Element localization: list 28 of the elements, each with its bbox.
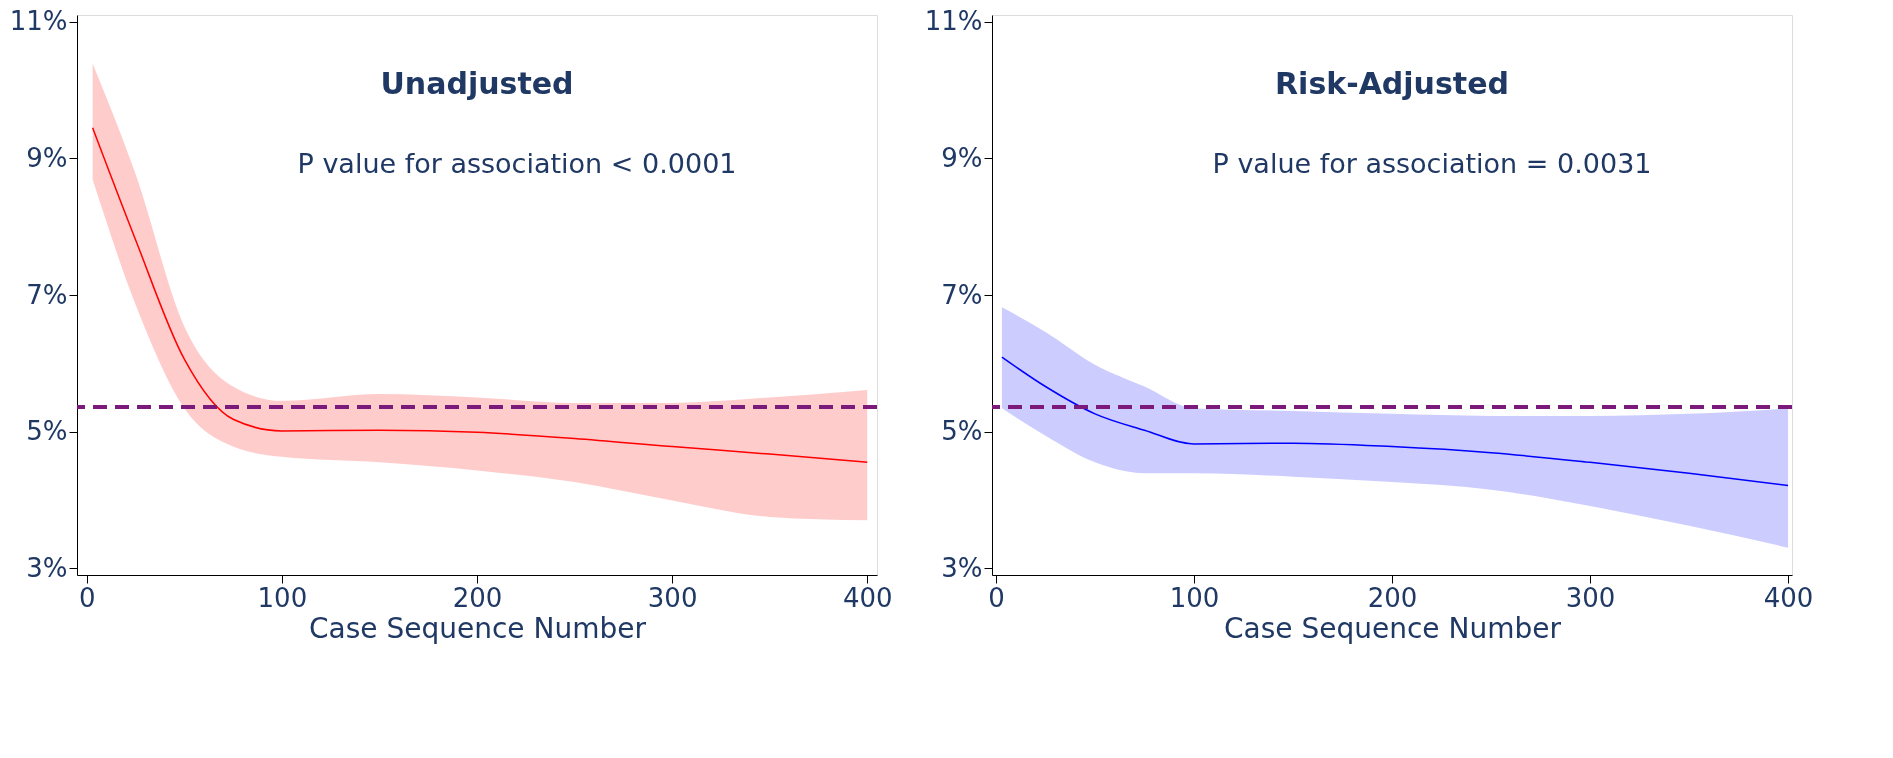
text: Unadjusted bbox=[380, 66, 574, 101]
line-series bbox=[91, 126, 868, 464]
x-tick-label: 100 bbox=[1169, 582, 1220, 613]
y-tick-label: 9% bbox=[26, 142, 68, 173]
x-tick-label: 400 bbox=[842, 582, 893, 613]
x-tick-label: 0 bbox=[78, 582, 96, 613]
x-axis-title: Case Sequence Number bbox=[309, 611, 647, 645]
y-tick-label: 3% bbox=[26, 552, 68, 583]
x-axis-title: Case Sequence Number bbox=[1224, 611, 1562, 645]
annotation: P value for association = 0.0031 bbox=[1212, 148, 1652, 179]
x-tick-label: 200 bbox=[1367, 582, 1418, 613]
x-tick-label: 300 bbox=[1565, 582, 1616, 613]
text: Risk-Adjusted bbox=[1275, 66, 1509, 101]
x-tick-label: 400 bbox=[1763, 582, 1814, 613]
annotation: P value for association < 0.0001 bbox=[297, 148, 737, 179]
x-tick-label: 200 bbox=[452, 582, 503, 613]
y-tick-label: 11% bbox=[9, 6, 68, 37]
x-tick-label: 300 bbox=[647, 582, 698, 613]
x-tick-label: 0 bbox=[988, 582, 1005, 613]
line-series bbox=[1001, 356, 1789, 487]
y-tick-label: 7% bbox=[941, 279, 983, 310]
y-tick-label: 9% bbox=[941, 142, 983, 173]
x-tick-label: 100 bbox=[257, 582, 308, 613]
y-tick-label: 5% bbox=[26, 416, 68, 447]
y-tick-label: 7% bbox=[26, 279, 68, 310]
y-tick-label: 5% bbox=[941, 416, 983, 447]
y-tick-label: 3% bbox=[941, 552, 983, 583]
y-tick-label: 11% bbox=[924, 6, 983, 37]
